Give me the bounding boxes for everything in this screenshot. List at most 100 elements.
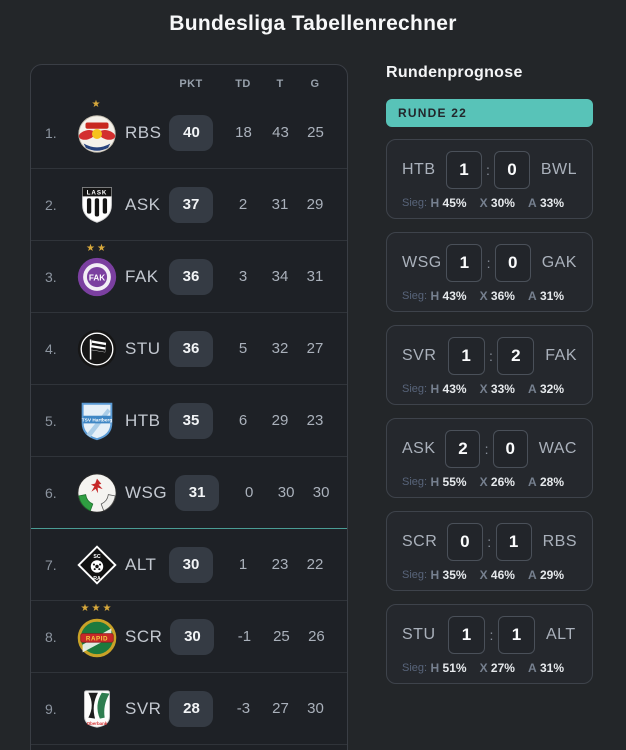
match-card: SVR 1 : 2 FAK Sieg: H 43% X 33% A 32% [386, 325, 593, 405]
win-probability-a: A 29% [527, 568, 564, 582]
goal-diff-value: 3 [238, 268, 248, 285]
goals-for-value: 31 [271, 196, 289, 213]
team-abbr: ASK [125, 194, 161, 214]
goals-for-value: 34 [271, 268, 289, 285]
points-badge: 35 [169, 402, 213, 439]
red-bull-salzburg-logo: ★ [69, 97, 125, 168]
title-stars: ★★★ [80, 603, 114, 614]
sieg-label: Sieg: [402, 383, 428, 395]
table-row: 8. ★★★ RAPID SCR 30 -1 25 26 [31, 601, 347, 672]
goals-for-value: 30 [277, 484, 295, 501]
page-title: Bundesliga Tabellenrechner [169, 12, 457, 35]
away-team-abbr: GAK [541, 254, 577, 271]
goal-diff-value: 1 [238, 556, 248, 573]
round-banner[interactable]: RUNDE 22 [386, 99, 593, 127]
win-probability-h: H 55% [430, 475, 467, 489]
position-label: 5. [45, 412, 57, 429]
score-colon: : [486, 255, 491, 271]
away-score-input[interactable]: 1 [498, 616, 535, 654]
altach-logo: SC RA [69, 529, 125, 600]
away-score-input[interactable]: 1 [495, 523, 532, 561]
points-badge: 31 [175, 474, 220, 511]
home-score-input[interactable]: 1 [446, 151, 482, 189]
home-team-abbr: STU [402, 626, 436, 643]
position-label: 7. [45, 556, 57, 573]
svg-text:LASK: LASK [87, 189, 108, 196]
away-team-abbr: RBS [542, 533, 577, 550]
col-header-t: T [276, 78, 284, 90]
win-probability-x: X 26% [479, 475, 515, 489]
position-label: 6. [45, 484, 57, 501]
goals-against-value: 31 [306, 268, 324, 285]
win-probability-h: H 35% [430, 568, 467, 582]
svg-text:TSV Hartberg: TSV Hartberg [82, 417, 113, 423]
team-abbr: STU [125, 338, 161, 358]
table-header-row: PKT TD T G [31, 71, 347, 97]
win-probability-h: H 43% [430, 382, 467, 396]
score-colon: : [489, 627, 494, 643]
row-divider [31, 240, 347, 241]
col-header-td: TD [235, 78, 251, 90]
svg-text:SC: SC [93, 553, 101, 559]
team-abbr: FAK [125, 266, 159, 286]
win-probability-x: X 36% [479, 289, 515, 303]
league-table-panel: PKT TD T G 1. ★ RBS 40 18 43 25 2. LASK … [30, 64, 348, 750]
goals-against-value: 30 [312, 484, 330, 501]
home-team-abbr: ASK [402, 440, 436, 457]
away-team-abbr: FAK [545, 347, 577, 364]
hartberg-logo: TSV Hartberg [69, 385, 125, 456]
goal-diff-value: 5 [238, 340, 248, 357]
away-score-input[interactable]: 0 [494, 244, 531, 282]
championship-group-divider [31, 528, 347, 529]
table-body: 1. ★ RBS 40 18 43 25 2. LASK ASK 37 2 31… [31, 97, 347, 745]
wsg-tirol-logo [69, 457, 125, 528]
goals-against-value: 25 [307, 124, 324, 141]
win-probability-h: H 45% [430, 196, 467, 210]
table-row: 9. Oberbank SVR 28 -3 27 30 [31, 673, 347, 744]
team-abbr: SVR [125, 698, 162, 718]
points-badge: 30 [170, 618, 215, 655]
position-label: 9. [45, 700, 57, 717]
rapid-wien-logo: ★★★ RAPID [69, 601, 125, 672]
goals-for-value: 43 [272, 124, 289, 141]
row-divider [31, 600, 347, 601]
position-label: 8. [45, 628, 57, 645]
home-score-input[interactable]: 2 [445, 430, 481, 468]
table-row: 6. WSG 31 0 30 30 [31, 457, 347, 528]
sv-ried-logo: Oberbank [69, 673, 125, 744]
home-team-abbr: HTB [402, 161, 436, 178]
goals-against-value: 30 [307, 700, 324, 717]
goal-diff-value: -3 [236, 700, 251, 717]
svg-text:FAK: FAK [89, 273, 105, 282]
sieg-label: Sieg: [402, 662, 428, 674]
table-row: 2. LASK ASK 37 2 31 29 [31, 169, 347, 240]
home-score-input[interactable]: 1 [447, 337, 485, 375]
row-divider [31, 384, 347, 385]
away-score-input[interactable]: 0 [494, 151, 530, 189]
away-score-input[interactable]: 0 [492, 430, 528, 468]
team-abbr: WSG [125, 482, 168, 502]
win-probability-x: X 33% [479, 382, 515, 396]
home-score-input[interactable]: 1 [448, 616, 485, 654]
win-probability-x: X 46% [479, 568, 515, 582]
away-score-input[interactable]: 2 [497, 337, 535, 375]
goals-against-value: 29 [306, 196, 324, 213]
win-probability-h: H 43% [430, 289, 467, 303]
sieg-label: Sieg: [402, 197, 428, 209]
points-badge: 30 [169, 546, 213, 583]
match-cards: HTB 1 : 0 BWL Sieg: H 45% X 30% A 33% WSG … [386, 139, 593, 684]
row-divider [31, 312, 347, 313]
win-probability-a: A 32% [527, 382, 564, 396]
team-abbr: HTB [125, 410, 161, 430]
col-header-pkt: PKT [179, 78, 203, 90]
points-badge: 40 [169, 114, 214, 151]
score-colon: : [489, 348, 493, 364]
points-badge: 36 [169, 258, 213, 295]
table-row: 4. STU 36 5 32 27 [31, 313, 347, 384]
goals-against-value: 27 [306, 340, 324, 357]
win-probability-a: A 31% [527, 661, 564, 675]
home-score-input[interactable]: 1 [446, 244, 483, 282]
position-label: 1. [45, 124, 57, 141]
home-score-input[interactable]: 0 [446, 523, 483, 561]
away-team-abbr: BWL [540, 161, 577, 178]
